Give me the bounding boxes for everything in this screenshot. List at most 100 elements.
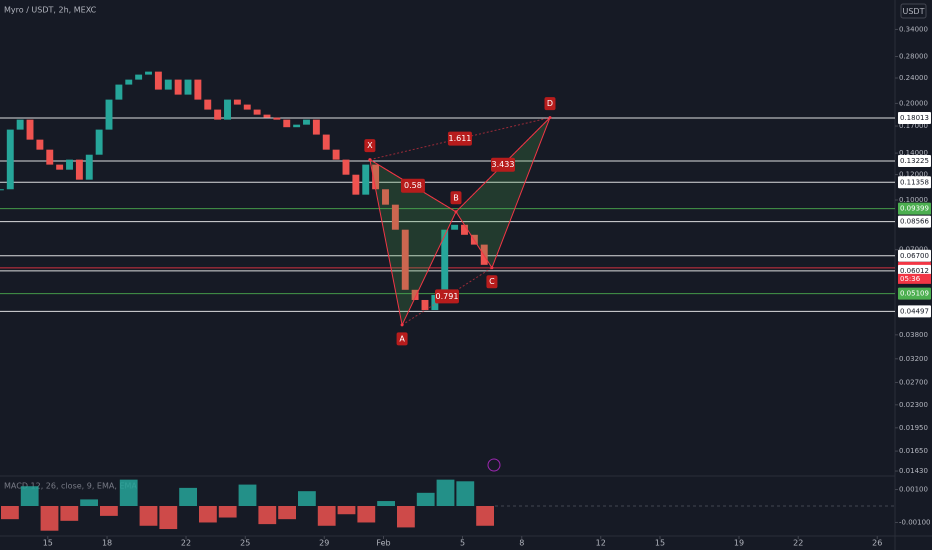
candle: [461, 224, 468, 235]
candle: [125, 79, 133, 85]
y-tick-label: 0.17000: [899, 122, 928, 130]
ratio-label: 3.433: [492, 160, 515, 169]
candle: [85, 154, 93, 180]
candle: [451, 224, 459, 230]
macd-bar: [218, 506, 237, 518]
macd-bar: [258, 506, 277, 525]
candle: [332, 149, 340, 160]
y-tick-label: 0.34000: [899, 25, 928, 33]
candle: [322, 134, 330, 150]
macd-label: MACD 12, 26, close, 9, EMA, EMA: [4, 482, 137, 491]
candle: [46, 149, 54, 165]
macd-bar: [436, 479, 455, 506]
macd-bar: [317, 506, 336, 526]
candle: [342, 159, 350, 175]
candle: [36, 139, 44, 150]
pattern-point: [400, 323, 404, 327]
x-tick-label: 15: [43, 539, 53, 548]
macd-bar: [159, 506, 178, 530]
x-tick-label: 8: [519, 539, 524, 548]
candle: [273, 117, 281, 120]
macd-tick-label: -0.00100: [899, 518, 930, 526]
x-tick-label: 22: [793, 539, 803, 548]
candle: [372, 164, 380, 190]
level-label-box: [898, 202, 931, 215]
symbol-title: Myro / USDT, 2h, MEXC: [4, 6, 97, 15]
ratio-box: [400, 178, 425, 193]
macd-bar: [100, 506, 118, 516]
candle: [283, 119, 291, 128]
y-tick-label: 0.02300: [899, 401, 928, 409]
y-tick-label: 0.03800: [899, 331, 928, 339]
level-label-box: [898, 215, 931, 228]
candle: [243, 104, 251, 110]
candle: [66, 159, 73, 170]
point-label: X: [367, 141, 373, 150]
macd-bar: [60, 506, 79, 521]
candle: [391, 204, 399, 230]
y-tick-label: 0.01430: [899, 467, 928, 475]
pattern-point: [454, 210, 458, 214]
point-label: B: [453, 193, 459, 202]
level-label: 0.18013: [900, 114, 929, 122]
x-tick-label: 25: [240, 539, 250, 548]
candle: [224, 99, 231, 120]
macd-bar: [416, 492, 435, 506]
candle: [382, 189, 389, 205]
candle: [174, 79, 182, 95]
y-tick-label: 0.24000: [899, 74, 928, 82]
point-label: C: [489, 277, 495, 286]
point-box: [486, 275, 498, 289]
candle: [263, 114, 271, 118]
pattern-point: [490, 266, 494, 270]
x-tick-label: 19: [734, 539, 744, 548]
y-tick-label: 0.12000: [899, 171, 928, 179]
level-label: 0.08566: [900, 218, 929, 226]
candle: [480, 244, 488, 265]
x-tick-label: 26: [872, 539, 882, 548]
macd-bar: [377, 501, 395, 506]
candle: [204, 99, 212, 110]
candle: [184, 79, 192, 95]
candle: [26, 119, 34, 140]
event-icon[interactable]: [487, 458, 501, 472]
candle: [164, 79, 172, 90]
macd-bar: [337, 506, 356, 515]
macd-bar: [397, 506, 415, 528]
ratio-box: [435, 289, 460, 304]
y-tick-label: 0.07000: [899, 246, 928, 254]
candle: [431, 294, 439, 311]
y-tick-label: 0.20000: [899, 99, 928, 107]
level-label: 0.06700: [900, 252, 929, 260]
ratio-label: 0.58: [404, 181, 422, 190]
pattern-point: [548, 116, 552, 120]
macd-bar: [40, 506, 59, 531]
candle: [214, 109, 222, 120]
x-tick-label: 15: [655, 539, 665, 548]
x-tick-label: 5: [460, 539, 465, 548]
candle: [6, 129, 14, 190]
candle: [233, 99, 241, 105]
macd-bar: [238, 484, 257, 506]
ratio-box: [447, 131, 472, 146]
level-label-box: [898, 176, 931, 189]
candle: [16, 119, 24, 130]
x-tick-label: Feb: [376, 539, 390, 548]
ratio-box: [490, 157, 515, 172]
point-box: [544, 97, 556, 111]
countdown: 05:36: [900, 275, 921, 283]
level-label: 0.11358: [900, 178, 929, 186]
candle: [56, 164, 64, 170]
candle: [115, 84, 123, 100]
y-tick-label: 0.01950: [899, 424, 928, 432]
candle: [401, 229, 409, 290]
candle: [441, 229, 449, 295]
macd-bar: [278, 506, 296, 520]
x-tick-label: 22: [181, 539, 191, 548]
currency[interactable]: USDT: [903, 7, 925, 16]
currency-box[interactable]: [900, 3, 927, 19]
macd-bar: [357, 506, 376, 523]
pattern-point: [368, 158, 372, 162]
candle: [95, 129, 103, 155]
